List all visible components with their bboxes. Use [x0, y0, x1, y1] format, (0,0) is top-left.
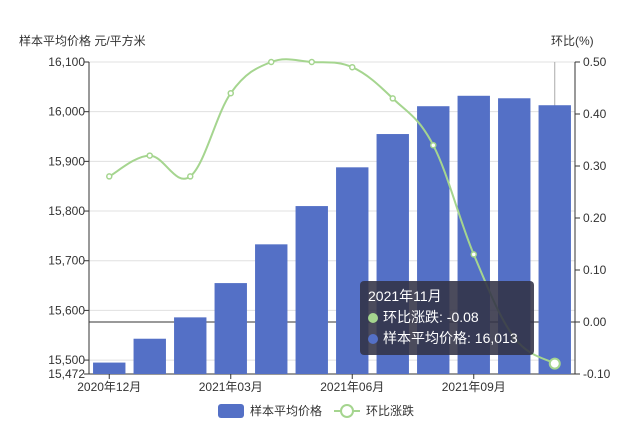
x-tick-label: 2021年06月 — [320, 380, 384, 394]
tooltip: 2021年11月 环比涨跌: -0.08 样本平均价格: 16,013 — [360, 281, 534, 355]
x-tick-label: 2020年12月 — [77, 380, 141, 394]
tooltip-bar-value: 样本平均价格: 16,013 — [383, 330, 518, 346]
y-right-tick-label: 0.20 — [583, 211, 607, 225]
bar — [538, 105, 571, 374]
tooltip-line-marker — [368, 312, 378, 323]
line-point — [389, 95, 396, 102]
line-point — [106, 173, 113, 180]
line-point — [308, 58, 315, 66]
tooltip-line-row: 环比涨跌: -0.08 — [368, 307, 526, 328]
legend-bar-swatch — [218, 403, 244, 418]
y-left-tick-label: 16,000 — [48, 105, 85, 119]
bar — [214, 283, 247, 374]
tooltip-bar-row: 样本平均价格: 16,013 — [368, 328, 526, 349]
y-right-axis-name: 环比(%) — [551, 34, 594, 48]
bar — [93, 362, 126, 374]
tooltip-line-value: 环比涨跌: -0.08 — [383, 309, 479, 325]
x-tick-label: 2021年09月 — [442, 380, 506, 394]
y-right-tick-label: 0.50 — [583, 55, 607, 69]
bar — [174, 317, 207, 374]
y-right-tick-label: -0.10 — [583, 367, 611, 381]
y-left-axis-name: 样本平均价格 元/平方米 — [19, 34, 146, 48]
legend-line-swatch — [334, 403, 361, 418]
legend-line-label: 环比涨跌 — [366, 404, 415, 418]
y-right-tick-label: 0.40 — [583, 107, 607, 121]
tooltip-bar-marker — [368, 333, 378, 344]
y-left-tick-label: 15,600 — [48, 303, 85, 317]
line-point — [227, 89, 234, 97]
line-point — [430, 141, 437, 149]
bar — [133, 338, 166, 374]
x-tick-label: 2021年03月 — [199, 380, 263, 394]
y-left-tick-label: 15,800 — [48, 204, 85, 218]
legend-item-line[interactable]: 环比涨跌 — [334, 402, 414, 419]
line-point — [470, 251, 477, 258]
line-point — [268, 58, 275, 66]
line-point — [187, 173, 194, 180]
y-left-tick-label: 15,500 — [48, 353, 85, 367]
y-right-tick-label: 0.00 — [583, 315, 607, 329]
line-point — [548, 357, 561, 370]
bar — [255, 244, 288, 374]
line-point — [349, 63, 356, 71]
y-left-tick-label: 15,700 — [48, 254, 85, 268]
y-left-tick-label: 15,900 — [48, 154, 85, 168]
line-point — [146, 152, 153, 159]
legend: 样本平均价格 环比涨跌 — [218, 402, 426, 419]
legend-item-bar[interactable]: 样本平均价格 — [218, 402, 322, 419]
legend-bar-label: 样本平均价格 — [250, 404, 323, 418]
y-left-tick-label: 16,100 — [48, 55, 85, 69]
tooltip-title: 2021年11月 — [368, 288, 442, 304]
bar — [295, 206, 328, 374]
y-right-tick-label: 0.30 — [583, 159, 607, 173]
y-left-tick-label: 15,472 — [48, 367, 85, 381]
y-right-tick-label: 0.10 — [583, 263, 607, 277]
